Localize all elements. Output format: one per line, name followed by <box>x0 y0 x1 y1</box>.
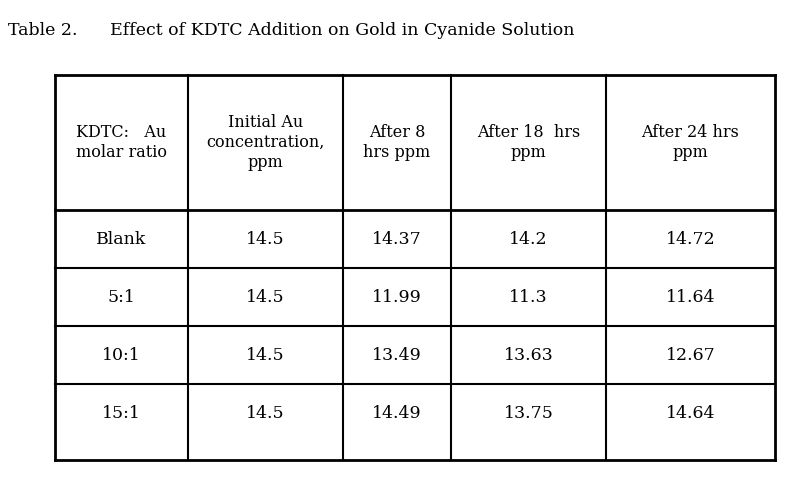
Text: Table 2.: Table 2. <box>8 22 78 39</box>
Text: 13.63: 13.63 <box>503 347 554 363</box>
Text: Effect of KDTC Addition on Gold in Cyanide Solution: Effect of KDTC Addition on Gold in Cyani… <box>110 22 574 39</box>
Text: 14.5: 14.5 <box>246 288 285 305</box>
Text: After 18  hrs
ppm: After 18 hrs ppm <box>477 124 580 161</box>
Text: KDTC:   Au
molar ratio: KDTC: Au molar ratio <box>76 124 167 161</box>
Text: 5:1: 5:1 <box>108 288 135 305</box>
Text: 14.72: 14.72 <box>666 230 715 248</box>
Text: 11.64: 11.64 <box>666 288 715 305</box>
Text: After 24 hrs
ppm: After 24 hrs ppm <box>642 124 739 161</box>
Text: 14.5: 14.5 <box>246 347 285 363</box>
Text: Blank: Blank <box>97 230 146 248</box>
Text: 11.3: 11.3 <box>509 288 548 305</box>
Text: 14.49: 14.49 <box>372 405 422 421</box>
Text: 12.67: 12.67 <box>666 347 715 363</box>
Text: 14.5: 14.5 <box>246 405 285 421</box>
Text: Initial Au
concentration,
ppm: Initial Au concentration, ppm <box>206 114 325 170</box>
Text: 14.2: 14.2 <box>509 230 548 248</box>
Text: 15:1: 15:1 <box>102 405 141 421</box>
Text: 13.49: 13.49 <box>372 347 422 363</box>
Text: 13.75: 13.75 <box>503 405 554 421</box>
Text: 14.37: 14.37 <box>372 230 422 248</box>
Text: 14.5: 14.5 <box>246 230 285 248</box>
Text: 14.64: 14.64 <box>666 405 715 421</box>
Text: 11.99: 11.99 <box>372 288 422 305</box>
Text: After 8
hrs ppm: After 8 hrs ppm <box>363 124 430 161</box>
Text: 10:1: 10:1 <box>102 347 141 363</box>
